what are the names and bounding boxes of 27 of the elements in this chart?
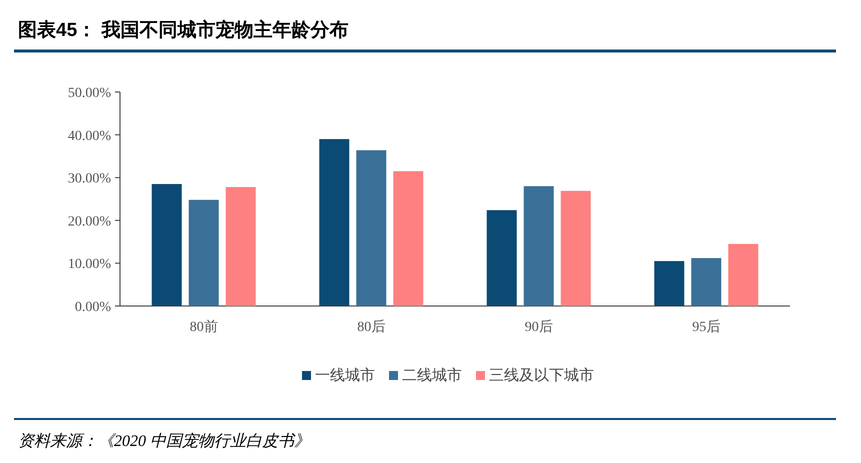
bar	[691, 258, 722, 306]
legend-label: 二线城市	[402, 367, 462, 384]
bar	[319, 139, 350, 306]
legend-label: 三线及以下城市	[489, 367, 594, 384]
x-tick-label: 90后	[524, 319, 553, 335]
bar	[393, 171, 424, 306]
y-tick-label: 20.00%	[68, 214, 112, 230]
y-tick-label: 10.00%	[68, 257, 112, 272]
x-tick-label: 80后	[357, 319, 386, 335]
text: 资料来源：《2020 中国宠物行业白皮书》	[18, 432, 310, 450]
y-tick-label: 50.00%	[68, 86, 112, 101]
bar	[226, 187, 256, 306]
bar	[560, 190, 591, 306]
bar	[524, 186, 554, 306]
bar	[356, 150, 386, 306]
bar	[654, 261, 684, 306]
bar	[152, 184, 182, 306]
x-tick-label: 80前	[190, 319, 218, 335]
y-tick-label: 30.00%	[68, 172, 112, 187]
bar	[486, 210, 517, 306]
y-tick-label: 40.00%	[68, 128, 112, 144]
bar	[728, 244, 758, 306]
x-tick-label: 95后	[692, 319, 720, 335]
y-tick-label: 0.00%	[74, 300, 112, 315]
legend-label: 一线城市	[315, 367, 375, 384]
chart-title: 图表45： 我国不同城市宠物主年龄分布	[18, 19, 348, 41]
bar	[188, 200, 219, 306]
